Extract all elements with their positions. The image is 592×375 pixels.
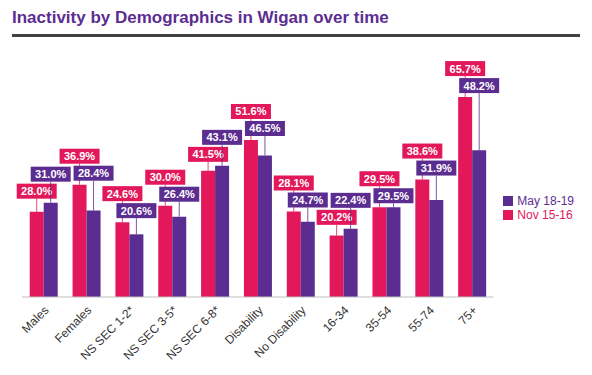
svg-text:NS SEC 1-2*: NS SEC 1-2* [77,303,138,363]
svg-text:28.1%: 28.1% [278,177,309,189]
svg-text:41.5%: 41.5% [192,148,223,160]
svg-text:28.4%: 28.4% [78,167,109,179]
html-text:Inactivity by Demographics in: Inactivity by Demographics in Wigan over… [12,8,389,27]
svg-text:38.6%: 38.6% [407,145,438,157]
svg-text:75+: 75+ [456,303,480,327]
svg-text:46.5%: 46.5% [249,122,280,134]
svg-text:31.9%: 31.9% [421,162,452,174]
svg-text:35-54: 35-54 [363,303,395,335]
svg-text:20.6%: 20.6% [121,205,152,217]
svg-text:22.4%: 22.4% [335,194,366,206]
svg-text:43.1%: 43.1% [206,131,237,143]
html-text:Nov 15-16: Nov 15-16 [517,207,573,222]
svg-text:48.2%: 48.2% [464,80,495,92]
svg-text:24.7%: 24.7% [292,194,323,206]
html-text:May 18-19: May 18-19 [517,193,574,208]
svg-text:NS SEC 6-8*: NS SEC 6-8* [164,303,224,363]
svg-text:24.6%: 24.6% [107,188,138,200]
svg-text:29.5%: 29.5% [364,173,395,185]
svg-text:Disability: Disability [222,303,266,347]
svg-text:NS SEC 3-5*: NS SEC 3-5* [120,303,181,363]
svg-text:No Disability: No Disability [252,303,309,360]
svg-text:26.4%: 26.4% [164,188,195,200]
svg-text:29.5%: 29.5% [378,190,409,202]
svg-text:65.7%: 65.7% [450,63,481,75]
svg-text:31.0%: 31.0% [35,168,66,180]
svg-text:36.9%: 36.9% [64,150,95,162]
svg-text:16-34: 16-34 [320,303,352,335]
svg-text:Females: Females [52,303,94,345]
svg-text:55-74: 55-74 [406,303,438,335]
svg-text:28.0%: 28.0% [21,185,52,197]
svg-text:51.6%: 51.6% [235,105,266,117]
svg-text:Males: Males [19,303,52,336]
svg-text:20.2%: 20.2% [321,211,352,223]
svg-text:30.0%: 30.0% [150,171,181,183]
